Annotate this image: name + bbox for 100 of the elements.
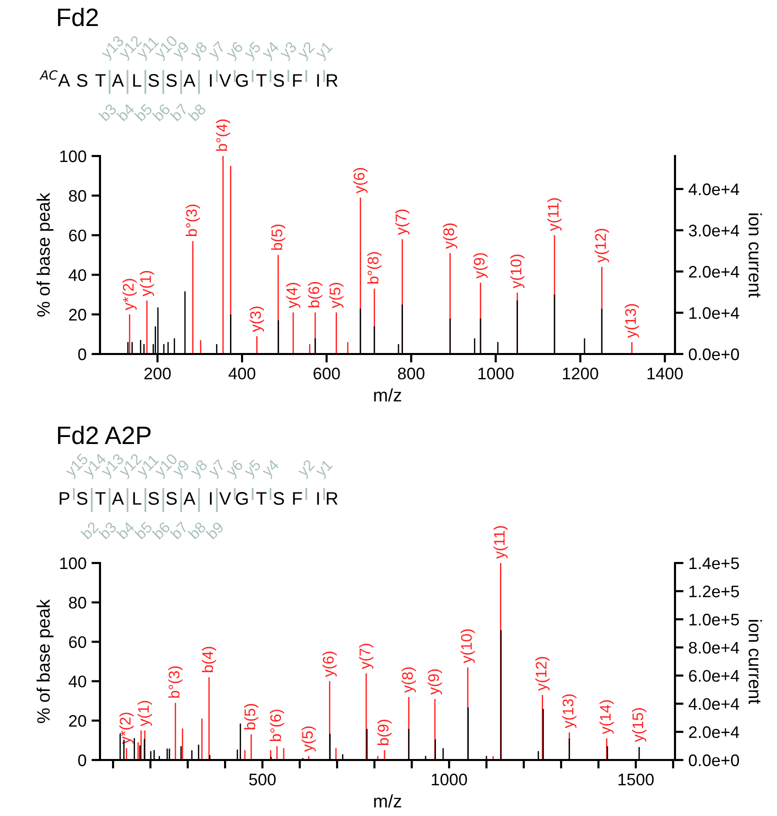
annotation: b(5) bbox=[244, 704, 258, 730]
y-tick-label: 60 bbox=[69, 230, 86, 242]
text: b2 bbox=[80, 520, 100, 540]
annotation: b(9) bbox=[377, 720, 392, 745]
category-label: A bbox=[183, 74, 196, 87]
x-tick-label: 400 bbox=[228, 368, 256, 380]
category-label: L bbox=[133, 74, 142, 87]
x-tick-label: 600 bbox=[314, 368, 340, 380]
x-tick-label: 500 bbox=[249, 774, 276, 786]
x-tick-label: 1000 bbox=[478, 368, 514, 380]
text: b5 bbox=[134, 520, 153, 540]
category-label: I bbox=[210, 492, 212, 505]
text: y8 bbox=[189, 40, 210, 62]
category-label: T bbox=[256, 74, 267, 87]
category-label: S bbox=[274, 74, 284, 87]
annotation: y(12) bbox=[535, 656, 550, 691]
annotation: y(5) bbox=[329, 282, 344, 308]
text: Fd2 bbox=[58, 8, 98, 26]
category-label: S bbox=[166, 492, 177, 505]
y2-tick-label: 4.0e+4 bbox=[688, 698, 740, 710]
y-tick-label: 100 bbox=[60, 557, 86, 570]
y2-tick-label: 2.0e+4 bbox=[689, 266, 740, 278]
y2-tick-label: 6.0e+4 bbox=[689, 670, 740, 682]
text: b5 bbox=[134, 102, 153, 122]
category-label: R bbox=[326, 74, 338, 87]
category-label: S bbox=[166, 74, 177, 87]
annotation: b°(8) bbox=[367, 252, 382, 284]
y-tick-label: 0 bbox=[78, 348, 86, 360]
x-tick-label: 1000 bbox=[432, 774, 467, 786]
annotation: b°(3) bbox=[168, 666, 183, 698]
annotation: y(8) bbox=[402, 667, 416, 693]
category-label: $^{AC}$A bbox=[39, 70, 70, 87]
y2-tick-label: 0.0e+0 bbox=[688, 348, 739, 360]
text: b3 bbox=[98, 520, 118, 540]
x-tick-label: 1400 bbox=[648, 368, 683, 380]
y-tick-label: 100 bbox=[60, 150, 86, 162]
text: b7 bbox=[170, 102, 189, 122]
y2-axis-title: ion current bbox=[748, 214, 762, 298]
category-label: A bbox=[112, 74, 124, 87]
annotation: y(10) bbox=[510, 254, 524, 288]
y2-tick-label: 4.0e+4 bbox=[688, 183, 740, 196]
y-tick-label: 40 bbox=[68, 676, 86, 688]
y-tick-label: 80 bbox=[68, 190, 86, 202]
annotation: y(4) bbox=[286, 282, 300, 308]
text: Fd2 A2P bbox=[58, 426, 151, 444]
text: b6 bbox=[152, 520, 171, 540]
category-label: P bbox=[60, 492, 70, 505]
y-axis-title: % of base peak bbox=[36, 599, 54, 724]
category-label: T bbox=[95, 74, 106, 87]
annotation: b°(6) bbox=[270, 710, 284, 742]
category-label: L bbox=[133, 492, 142, 505]
category-label: V bbox=[219, 492, 232, 505]
category-label: F bbox=[293, 74, 302, 87]
y-axis-title: % of base peak bbox=[36, 192, 54, 317]
annotation: y(7) bbox=[359, 644, 374, 670]
y2-tick-label: 1.0e+4 bbox=[689, 307, 740, 319]
y-tick-label: 40 bbox=[68, 269, 86, 282]
annotation: y(6) bbox=[322, 652, 337, 677]
category-label: T bbox=[256, 492, 267, 505]
x-tick-label: 1500 bbox=[618, 774, 654, 786]
annotation: y*(2) bbox=[122, 278, 137, 310]
annotation: y(12) bbox=[594, 228, 609, 263]
x-axis-title: m/z bbox=[374, 794, 402, 808]
annotation: y(6) bbox=[353, 168, 368, 194]
category-label: I bbox=[317, 492, 319, 505]
annotation: b(6) bbox=[308, 282, 322, 308]
category-label: G bbox=[236, 74, 248, 87]
y2-tick-label: 1.4e+5 bbox=[689, 558, 739, 570]
y2-tick-label: 3.0e+4 bbox=[688, 224, 740, 236]
category-label: F bbox=[293, 492, 302, 505]
x-tick-label: 200 bbox=[144, 368, 171, 380]
annotation: b(5) bbox=[271, 224, 286, 250]
annotation: y(14) bbox=[600, 700, 614, 734]
annotation: y*(2) bbox=[119, 712, 134, 744]
text: b9 bbox=[206, 520, 224, 540]
y2-tick-label: 8.0e+4 bbox=[688, 642, 740, 654]
text: b6 bbox=[152, 102, 171, 122]
annotation: y(1) bbox=[138, 700, 152, 726]
y2-tick-label: 0.0e+0 bbox=[688, 754, 739, 766]
text: b8 bbox=[188, 520, 206, 540]
annotation: y(13) bbox=[562, 694, 576, 728]
y-tick-label: 20 bbox=[69, 308, 86, 321]
category-label: R bbox=[326, 492, 338, 505]
y2-tick-label: 1.2e+5 bbox=[689, 586, 739, 598]
y2-axis-title: ion current bbox=[748, 620, 762, 704]
annotation: b°(3) bbox=[186, 204, 200, 236]
text: b4 bbox=[116, 102, 136, 122]
y-tick-label: 60 bbox=[69, 636, 86, 648]
annotation: b(4) bbox=[202, 646, 216, 672]
y-tick-label: 20 bbox=[69, 715, 86, 727]
category-label: A bbox=[183, 492, 196, 505]
category-label: S bbox=[76, 74, 88, 87]
annotation: y(11) bbox=[494, 526, 508, 559]
annotation: y(13) bbox=[624, 304, 639, 338]
category-label: S bbox=[274, 492, 284, 505]
x-tick-label: 800 bbox=[398, 368, 424, 380]
category-label: S bbox=[148, 492, 159, 505]
category-label: V bbox=[219, 74, 232, 87]
annotation: y(1) bbox=[140, 271, 154, 296]
annotation: y(10) bbox=[460, 629, 475, 664]
